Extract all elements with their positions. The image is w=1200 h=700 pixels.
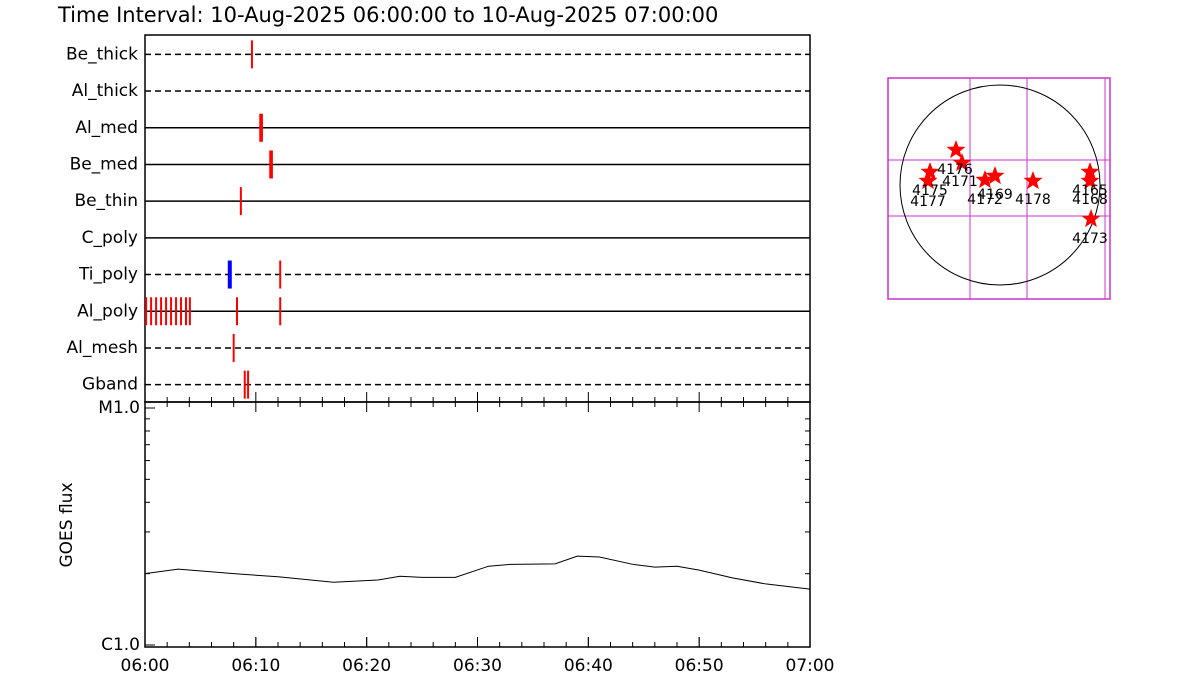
region-label: 4172: [967, 192, 1003, 208]
x-tick-label: 06:50: [675, 656, 724, 676]
x-tick-label: 07:00: [786, 656, 835, 676]
y-axis-label: GOES flux: [57, 482, 77, 567]
filter-label: Al_med: [75, 118, 138, 138]
region-label: 4173: [1072, 231, 1108, 247]
region-star: [918, 171, 938, 190]
region-star: [946, 140, 966, 159]
filter-label: Gband: [82, 375, 138, 395]
x-tick-label: 06:30: [453, 656, 502, 676]
region-label: 4165: [1072, 183, 1108, 199]
panel-frame: [144, 401, 811, 648]
y-tick-label: C1.0: [101, 635, 140, 655]
region-star: [952, 153, 972, 172]
solar-limb: [899, 84, 1101, 286]
filter-label: Al_thick: [72, 81, 138, 101]
panel-frame: [144, 34, 811, 403]
title: Time Interval: 10-Aug-2025 06:00:00 to 1…: [57, 3, 718, 27]
region-star: [1023, 171, 1043, 190]
x-tick-label: 06:40: [564, 656, 613, 676]
region-star: [1080, 171, 1100, 190]
x-tick-label: 06:10: [231, 656, 280, 676]
region-label: 4169: [977, 187, 1013, 203]
filter-label: Al_mesh: [66, 338, 138, 358]
filter-label: Be_thin: [74, 191, 138, 211]
map-frame: [887, 77, 1111, 300]
filter-label: C_poly: [82, 228, 138, 248]
filter-label: Be_thick: [66, 44, 138, 64]
filter-label: Ti_poly: [78, 265, 138, 285]
region-label: 4175: [912, 183, 948, 199]
goes-curve: [144, 555, 811, 590]
region-star: [985, 166, 1005, 185]
region-star: [975, 170, 995, 189]
x-tick-label: 06:20: [342, 656, 391, 676]
filter-label: Al_poly: [77, 301, 138, 321]
filter-label: Be_med: [70, 154, 138, 174]
region-label: 4177: [910, 194, 946, 210]
x-tick-label: 06:00: [121, 656, 170, 676]
region-label: 4178: [1015, 192, 1051, 208]
region-label: 4176: [937, 162, 973, 178]
region-star: [1081, 209, 1101, 228]
region-label: 4168: [1072, 192, 1108, 208]
region-star: [920, 162, 940, 181]
y-tick-label: M1.0: [98, 398, 140, 418]
region-label: 4171: [942, 174, 978, 190]
